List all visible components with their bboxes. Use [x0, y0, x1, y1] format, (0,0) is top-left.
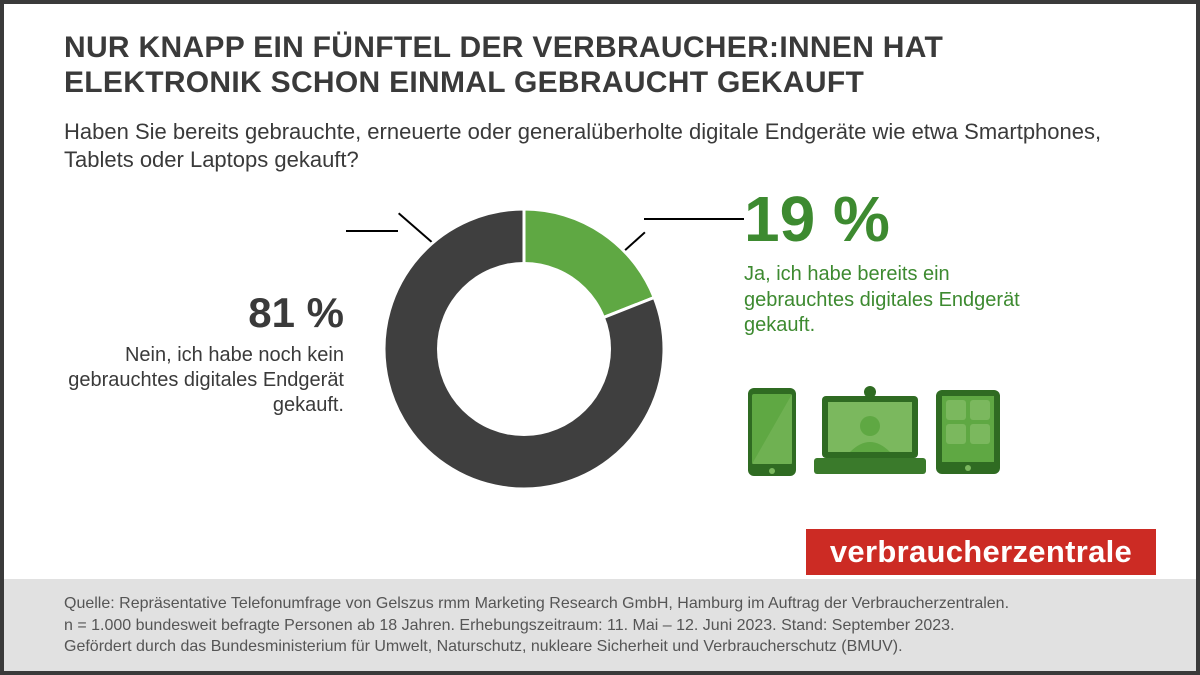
tablet-icon: [936, 390, 1000, 474]
footer-line-3: Gefördert durch das Bundesministerium fü…: [64, 636, 1136, 658]
brand-logo-text: verbraucherzentrale: [830, 534, 1132, 570]
label-yes-percent: 19 %: [744, 182, 1044, 256]
donut-hole: [437, 262, 611, 436]
label-yes: 19 % Ja, ich habe bereits ein gebrauchte…: [744, 182, 1044, 339]
donut-svg: [374, 199, 674, 499]
donut-chart: [374, 199, 674, 499]
label-no-text: Nein, ich habe noch kein gebrauchtes dig…: [64, 343, 344, 418]
label-no: 81 % Nein, ich habe noch kein gebrauchte…: [64, 289, 344, 418]
survey-question: Haben Sie bereits gebrauchte, erneuerte …: [64, 118, 1136, 174]
infographic-frame: NUR KNAPP EIN FÜNFTEL DER VERBRAUCHER:IN…: [0, 0, 1200, 675]
footer-line-1: Quelle: Repräsentative Telefonumfrage vo…: [64, 593, 1136, 615]
source-footer: Quelle: Repräsentative Telefonumfrage vo…: [4, 579, 1196, 671]
laptop-icon: [814, 386, 926, 474]
label-no-percent: 81 %: [64, 289, 344, 337]
footer-line-2: n = 1.000 bundesweit befragte Personen a…: [64, 615, 1136, 637]
headline: NUR KNAPP EIN FÜNFTEL DER VERBRAUCHER:IN…: [64, 30, 1136, 101]
label-yes-text: Ja, ich habe bereits ein gebrauchtes dig…: [744, 262, 1044, 339]
brand-logo: verbraucherzentrale: [806, 529, 1156, 575]
devices-icons: [744, 382, 1004, 482]
phone-icon: [748, 388, 796, 476]
